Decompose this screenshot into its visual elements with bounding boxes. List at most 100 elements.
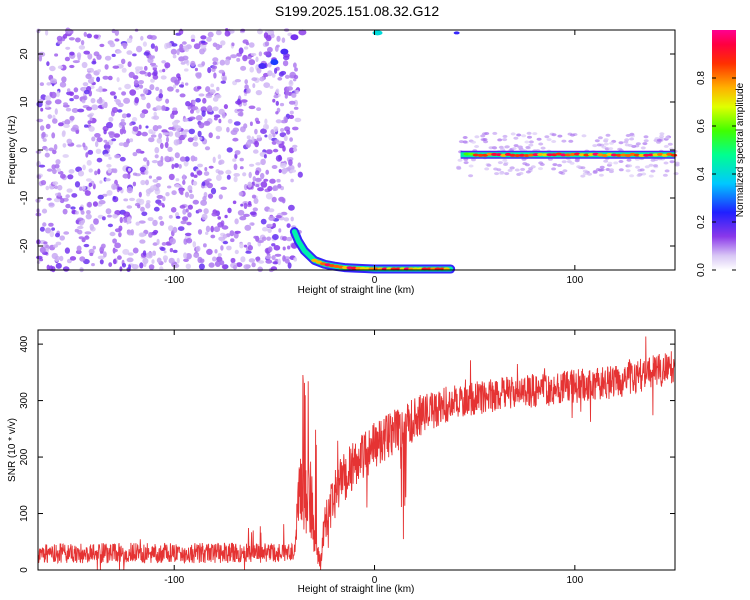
noise-cell — [121, 125, 126, 132]
noise-cell — [106, 163, 112, 168]
noise-cell — [226, 245, 232, 251]
noise-cell — [137, 204, 141, 209]
noise-cell — [150, 131, 156, 135]
noise-cell — [179, 156, 186, 162]
haze-cell — [648, 163, 654, 167]
noise-cell — [182, 216, 189, 222]
noise-cell — [183, 129, 190, 133]
noise-cell — [210, 225, 214, 233]
noise-cell — [197, 229, 203, 235]
noise-cell — [83, 50, 90, 55]
noise-cell — [109, 42, 116, 48]
noise-cell — [182, 118, 189, 122]
y-tick-label: 0 — [19, 567, 30, 573]
noise-cell — [276, 35, 281, 42]
noise-cell — [234, 230, 241, 234]
noise-cell — [185, 101, 191, 107]
noise-cell — [134, 66, 142, 71]
noise-cell — [259, 76, 265, 82]
noise-cell — [286, 129, 291, 135]
haze-cell — [492, 131, 498, 135]
noise-cell — [131, 264, 139, 270]
noise-cell — [237, 209, 245, 216]
noise-cell — [42, 222, 47, 227]
noise-cell — [277, 77, 283, 81]
haze-cell — [513, 136, 519, 140]
noise-cell — [180, 220, 187, 225]
noise-cell — [152, 250, 157, 256]
noise-cell — [143, 51, 150, 56]
noise-cell — [45, 123, 51, 130]
noise-cell — [127, 252, 134, 256]
haze-cell — [662, 173, 668, 177]
haze-cell — [592, 144, 598, 148]
noise-cell — [129, 197, 135, 202]
noise-cell — [198, 122, 205, 129]
noise-cell — [238, 191, 244, 197]
noise-cell — [198, 93, 205, 97]
noise-cell — [297, 171, 303, 178]
noise-cell — [73, 87, 79, 93]
noise-cell — [51, 164, 56, 170]
haze-cell — [530, 165, 536, 169]
noise-cell — [275, 88, 280, 94]
noise-cell — [70, 127, 78, 132]
noise-cell — [150, 134, 157, 138]
noise-cell — [62, 208, 68, 215]
spectrogram-image — [35, 27, 680, 274]
noise-cell — [232, 200, 237, 205]
noise-cell — [168, 173, 175, 181]
noise-cell — [117, 109, 123, 113]
noise-cell — [57, 192, 62, 197]
noise-cell — [202, 195, 207, 202]
branch-cell — [311, 258, 318, 262]
noise-cell — [148, 232, 153, 238]
haze-cell — [561, 139, 567, 143]
noise-cell — [248, 258, 256, 263]
noise-cell — [287, 245, 291, 250]
haze-cell — [486, 163, 492, 167]
noise-cell — [295, 89, 299, 94]
noise-cell — [59, 235, 65, 241]
noise-cell — [163, 250, 167, 254]
noise-cell — [87, 149, 94, 155]
noise-cell — [146, 102, 151, 109]
noise-cell — [45, 100, 52, 105]
noise-cell — [152, 67, 157, 71]
y-tick-label: -10 — [19, 190, 30, 205]
haze-cell — [663, 161, 669, 165]
haze-cell — [648, 174, 654, 178]
noise-cell — [258, 51, 263, 57]
haze-cell — [504, 172, 510, 176]
noise-cell — [148, 175, 152, 179]
noise-cell — [96, 137, 103, 143]
noise-cell — [46, 82, 52, 86]
noise-cell — [192, 199, 199, 205]
noise-cell — [40, 125, 45, 131]
noise-cell — [88, 182, 93, 187]
noise-cell — [284, 258, 290, 264]
noise-cell — [55, 241, 62, 246]
noise-cell — [280, 128, 285, 132]
noise-cell — [265, 255, 272, 260]
noise-cell — [118, 142, 124, 146]
noise-cell — [46, 61, 50, 67]
noise-cell — [155, 105, 162, 111]
noise-cell — [222, 76, 227, 82]
haze-cell — [608, 147, 614, 151]
noise-cell — [220, 80, 226, 84]
noise-cell — [145, 179, 149, 186]
noise-cell — [59, 81, 67, 88]
edge-blob — [258, 63, 267, 69]
noise-cell — [204, 167, 208, 172]
noise-cell — [154, 45, 159, 52]
noise-cell — [138, 84, 144, 89]
noise-cell — [189, 189, 193, 194]
snr-frame — [37, 329, 676, 571]
haze-cell — [629, 132, 635, 136]
noise-cell — [127, 167, 132, 172]
noise-cell — [119, 121, 127, 127]
noise-cell — [153, 206, 160, 212]
haze-cell — [609, 168, 614, 172]
